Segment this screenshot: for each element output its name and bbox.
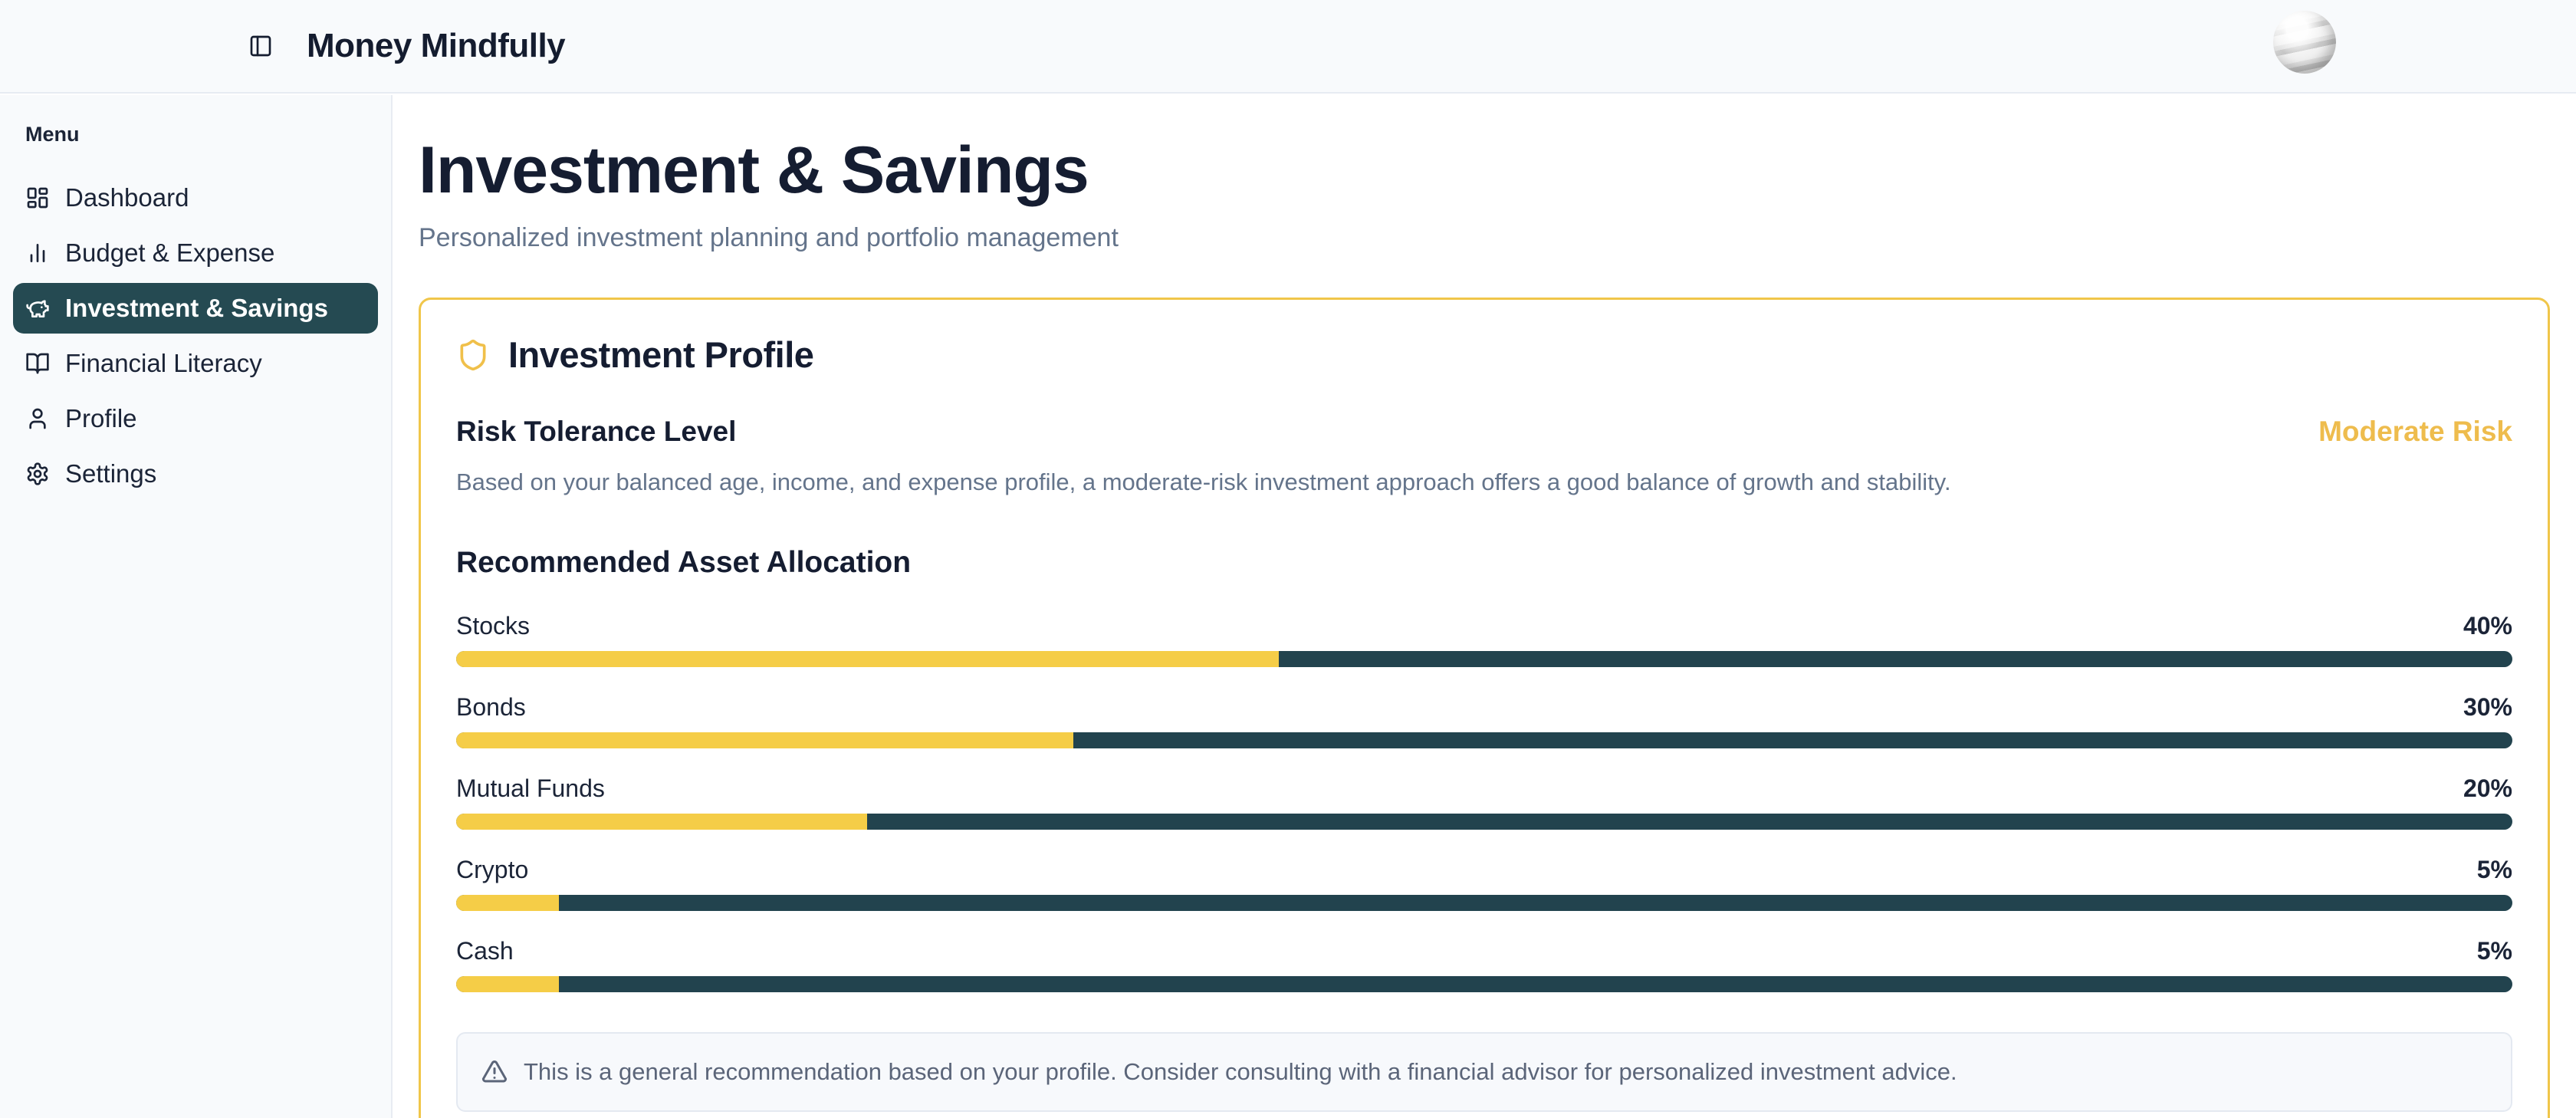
sidebar-item-investment-savings[interactable]: Investment & Savings xyxy=(13,283,378,334)
book-open-icon xyxy=(25,351,50,376)
sidebar-item-label: Settings xyxy=(65,459,157,488)
risk-description: Based on your balanced age, income, and … xyxy=(456,469,1951,496)
allocation-bar-track xyxy=(456,895,2512,912)
warning-triangle-icon xyxy=(481,1058,508,1086)
sidebar-item-label: Budget & Expense xyxy=(65,238,275,267)
sidebar-item-label: Dashboard xyxy=(65,183,189,212)
risk-heading: Risk Tolerance Level xyxy=(456,416,737,448)
allocation-value: 5% xyxy=(2476,856,2512,884)
sidebar-item-budget-expense[interactable]: Budget & Expense xyxy=(13,228,378,278)
allocation-value: 40% xyxy=(2463,612,2512,640)
allocation-row-crypto: Crypto 5% xyxy=(456,856,2512,912)
menu-section-label: Menu xyxy=(25,123,80,146)
main-content: Investment & Savings Personalized invest… xyxy=(393,94,2576,1118)
allocation-bar-track xyxy=(456,651,2512,668)
allocation-value: 30% xyxy=(2463,693,2512,722)
shield-icon xyxy=(456,338,490,372)
user-icon xyxy=(25,406,50,431)
sidebar-toggle-button[interactable] xyxy=(247,32,274,60)
allocation-bar-track xyxy=(456,976,2512,993)
allocation-heading: Recommended Asset Allocation xyxy=(456,546,912,580)
allocation-label: Stocks xyxy=(456,612,531,640)
risk-level-badge: Moderate Risk xyxy=(2318,416,2512,448)
sidebar-item-settings[interactable]: Settings xyxy=(13,449,378,499)
sidebar-item-profile[interactable]: Profile xyxy=(13,393,378,444)
card-title: Investment Profile xyxy=(508,334,814,376)
card-header: Investment Profile xyxy=(456,334,2512,376)
risk-tolerance-row: Risk Tolerance Level Moderate Risk xyxy=(456,416,2512,448)
allocation-row-bonds: Bonds 30% xyxy=(456,693,2512,749)
sidebar: Menu Dashboard Budget & Expense Investme… xyxy=(0,95,393,1118)
allocation-bar-fill xyxy=(456,651,1279,668)
allocation-bar-fill xyxy=(456,976,560,993)
panel-left-icon xyxy=(248,34,273,58)
menu-list: Dashboard Budget & Expense Investment & … xyxy=(13,173,378,499)
allocation-list: Stocks 40% Bonds 30% Mutual Funds xyxy=(456,612,2512,993)
allocation-bar-fill xyxy=(456,814,868,830)
allocation-label: Mutual Funds xyxy=(456,774,605,803)
sidebar-item-label: Investment & Savings xyxy=(65,294,328,322)
allocation-bar-track xyxy=(456,732,2512,749)
allocation-bar-fill xyxy=(456,732,1073,749)
advice-note: This is a general recommendation based o… xyxy=(456,1032,2512,1113)
page-subtitle: Personalized investment planning and por… xyxy=(419,223,1119,253)
sidebar-item-financial-literacy[interactable]: Financial Literacy xyxy=(13,338,378,389)
dashboard-icon xyxy=(25,186,50,210)
allocation-label: Bonds xyxy=(456,693,526,722)
allocation-bar-track xyxy=(456,814,2512,830)
app-title: Money Mindfully xyxy=(307,27,566,64)
sidebar-item-label: Profile xyxy=(65,404,137,432)
advice-note-text: This is a general recommendation based o… xyxy=(524,1058,1957,1086)
sidebar-item-dashboard[interactable]: Dashboard xyxy=(13,173,378,223)
page-title: Investment & Savings xyxy=(419,133,1089,207)
allocation-label: Crypto xyxy=(456,856,529,884)
app-header: Money Mindfully xyxy=(0,0,2576,94)
allocation-value: 5% xyxy=(2476,937,2512,965)
bar-chart-icon xyxy=(25,241,50,265)
sidebar-item-label: Financial Literacy xyxy=(65,349,262,377)
avatar[interactable] xyxy=(2273,11,2336,74)
gear-icon xyxy=(25,462,50,486)
allocation-label: Cash xyxy=(456,937,514,965)
allocation-row-cash: Cash 5% xyxy=(456,937,2512,993)
piggy-bank-icon xyxy=(25,296,50,321)
allocation-row-mutual-funds: Mutual Funds 20% xyxy=(456,774,2512,830)
allocation-bar-fill xyxy=(456,895,560,912)
allocation-value: 20% xyxy=(2463,774,2512,803)
allocation-row-stocks: Stocks 40% xyxy=(456,612,2512,668)
investment-profile-card: Investment Profile Risk Tolerance Level … xyxy=(419,298,2550,1118)
